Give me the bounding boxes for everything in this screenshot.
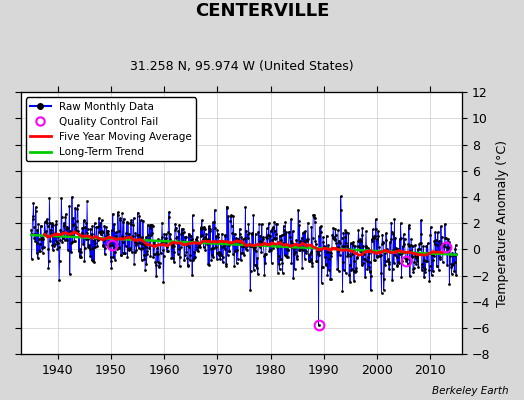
Legend: Raw Monthly Data, Quality Control Fail, Five Year Moving Average, Long-Term Tren: Raw Monthly Data, Quality Control Fail, … bbox=[26, 98, 196, 161]
Title: 31.258 N, 95.974 W (United States): 31.258 N, 95.974 W (United States) bbox=[129, 60, 353, 73]
Text: Berkeley Earth: Berkeley Earth bbox=[432, 386, 508, 396]
Text: CENTERVILLE: CENTERVILLE bbox=[195, 2, 329, 20]
Y-axis label: Temperature Anomaly (°C): Temperature Anomaly (°C) bbox=[496, 140, 509, 307]
